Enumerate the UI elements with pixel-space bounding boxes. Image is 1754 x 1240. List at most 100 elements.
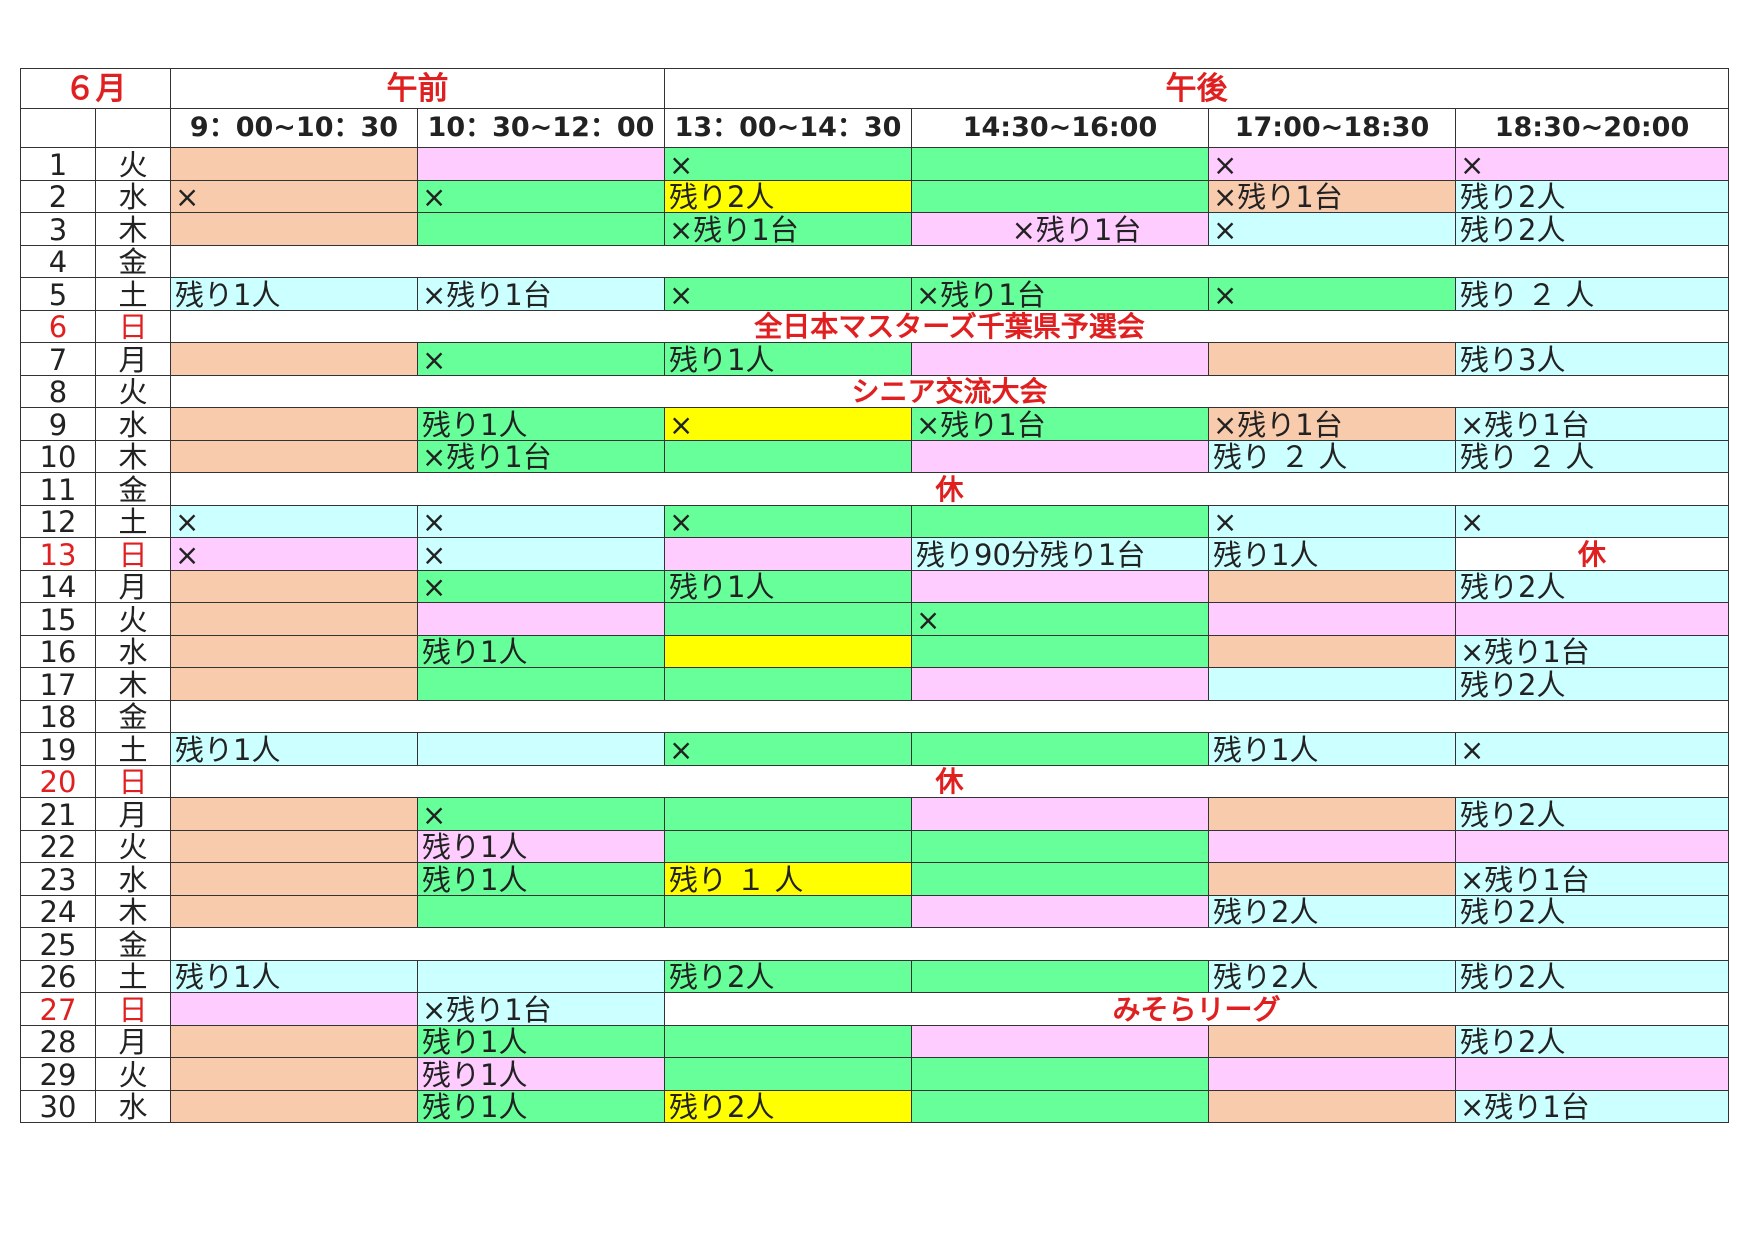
slot-cell[interactable]	[664, 894, 912, 928]
slot-cell[interactable]: ×	[417, 342, 665, 376]
slot-cell[interactable]	[1208, 797, 1456, 831]
slot-cell[interactable]: 残り2人	[664, 1089, 912, 1123]
slot-cell[interactable]	[664, 1024, 912, 1058]
slot-cell[interactable]: ×	[1208, 504, 1456, 538]
slot-cell[interactable]: ×	[417, 504, 665, 538]
slot-cell[interactable]	[170, 1057, 418, 1091]
slot-cell[interactable]: 残り2人	[1455, 667, 1729, 701]
slot-cell[interactable]: 残り2人	[1455, 797, 1729, 831]
slot-cell[interactable]	[911, 569, 1209, 603]
slot-cell[interactable]	[417, 147, 665, 181]
slot-cell[interactable]	[1208, 829, 1456, 863]
slot-cell[interactable]	[417, 602, 665, 636]
slot-cell[interactable]: 残り2人	[1208, 894, 1456, 928]
slot-cell[interactable]: ×残り1台	[417, 439, 665, 473]
slot-cell[interactable]	[417, 212, 665, 246]
slot-cell[interactable]: 残り1人	[417, 407, 665, 441]
slot-cell[interactable]	[911, 959, 1209, 993]
slot-cell[interactable]: ×	[170, 537, 418, 571]
slot-cell[interactable]: 残り1人	[417, 829, 665, 863]
slot-cell[interactable]: ×残り1台	[1455, 407, 1729, 441]
slot-cell[interactable]	[911, 732, 1209, 766]
slot-cell[interactable]: ×	[664, 147, 912, 181]
slot-cell[interactable]: 残り3人	[1455, 342, 1729, 376]
slot-cell[interactable]	[170, 439, 418, 473]
slot-cell[interactable]	[664, 1057, 912, 1091]
slot-cell[interactable]: ×残り1台	[911, 212, 1209, 246]
slot-cell[interactable]	[911, 667, 1209, 701]
slot-cell[interactable]: 残り2人	[664, 179, 912, 213]
slot-cell[interactable]: 残り2人	[1455, 179, 1729, 213]
slot-cell[interactable]: 残り1人	[417, 634, 665, 668]
slot-cell[interactable]: ×	[170, 179, 418, 213]
slot-cell[interactable]	[664, 829, 912, 863]
slot-cell[interactable]: 残り1人	[417, 1089, 665, 1123]
slot-cell[interactable]: ×	[1455, 732, 1729, 766]
slot-cell[interactable]	[170, 212, 418, 246]
slot-cell[interactable]	[170, 147, 418, 181]
slot-cell[interactable]: 残り2人	[1455, 1024, 1729, 1058]
slot-cell[interactable]	[911, 1089, 1209, 1123]
slot-cell[interactable]: ×残り1台	[1208, 179, 1456, 213]
slot-cell[interactable]	[170, 1089, 418, 1123]
slot-cell[interactable]: 残り2人	[664, 959, 912, 993]
slot-cell[interactable]	[911, 147, 1209, 181]
slot-cell[interactable]: ×	[1455, 504, 1729, 538]
slot-cell[interactable]	[1208, 1024, 1456, 1058]
slot-cell[interactable]	[170, 569, 418, 603]
slot-cell[interactable]: ×	[417, 179, 665, 213]
slot-cell[interactable]: 残り2人	[1455, 959, 1729, 993]
slot-cell[interactable]: 残り90分残り1台	[911, 537, 1209, 571]
slot-cell[interactable]: 残り1人	[1208, 732, 1456, 766]
slot-cell[interactable]: ×残り1台	[664, 212, 912, 246]
slot-cell[interactable]	[1455, 1057, 1729, 1091]
slot-cell[interactable]: ×残り1台	[911, 407, 1209, 441]
slot-cell[interactable]: ×残り1台	[1455, 1089, 1729, 1123]
slot-cell[interactable]	[417, 732, 665, 766]
slot-cell[interactable]	[911, 797, 1209, 831]
slot-cell[interactable]	[170, 829, 418, 863]
slot-cell[interactable]: ×	[417, 797, 665, 831]
slot-cell[interactable]	[664, 797, 912, 831]
slot-cell[interactable]: ×	[1208, 277, 1456, 311]
slot-cell[interactable]: 残り2人	[1455, 212, 1729, 246]
slot-cell[interactable]: 残り1人	[170, 277, 418, 311]
slot-cell[interactable]: 残り ２ 人	[1455, 277, 1729, 311]
slot-cell[interactable]: ×残り1台	[1455, 862, 1729, 896]
slot-cell[interactable]	[417, 894, 665, 928]
slot-cell[interactable]: 残り2人	[1455, 894, 1729, 928]
slot-cell[interactable]	[664, 439, 912, 473]
slot-cell[interactable]	[911, 634, 1209, 668]
slot-cell[interactable]: ×	[1455, 147, 1729, 181]
slot-cell[interactable]	[417, 667, 665, 701]
slot-cell[interactable]	[170, 407, 418, 441]
slot-cell[interactable]: ×	[664, 504, 912, 538]
slot-cell[interactable]: ×	[417, 537, 665, 571]
slot-cell[interactable]	[911, 829, 1209, 863]
slot-cell[interactable]	[170, 602, 418, 636]
slot-cell[interactable]	[1455, 602, 1729, 636]
slot-cell[interactable]	[911, 179, 1209, 213]
slot-cell[interactable]	[911, 504, 1209, 538]
slot-cell[interactable]	[1208, 862, 1456, 896]
slot-cell[interactable]	[1208, 1057, 1456, 1091]
slot-cell[interactable]	[170, 667, 418, 701]
slot-cell[interactable]: ×残り1台	[1455, 634, 1729, 668]
slot-cell[interactable]: 残り1人	[417, 1024, 665, 1058]
slot-cell[interactable]	[911, 1057, 1209, 1091]
slot-cell[interactable]	[911, 1024, 1209, 1058]
slot-cell[interactable]: 残り1人	[417, 862, 665, 896]
slot-cell[interactable]: ×	[664, 732, 912, 766]
slot-cell[interactable]: 残り1人	[170, 732, 418, 766]
slot-cell[interactable]	[664, 634, 912, 668]
slot-cell[interactable]	[170, 342, 418, 376]
slot-cell[interactable]: ×残り1台	[911, 277, 1209, 311]
slot-cell[interactable]	[1208, 602, 1456, 636]
slot-cell[interactable]	[1455, 829, 1729, 863]
slot-cell[interactable]	[1208, 569, 1456, 603]
slot-cell[interactable]: ×	[1208, 212, 1456, 246]
slot-cell[interactable]	[911, 862, 1209, 896]
slot-cell[interactable]: 残り1人	[1208, 537, 1456, 571]
slot-cell[interactable]: 残り1人	[664, 569, 912, 603]
slot-cell[interactable]: 残り1人	[664, 342, 912, 376]
